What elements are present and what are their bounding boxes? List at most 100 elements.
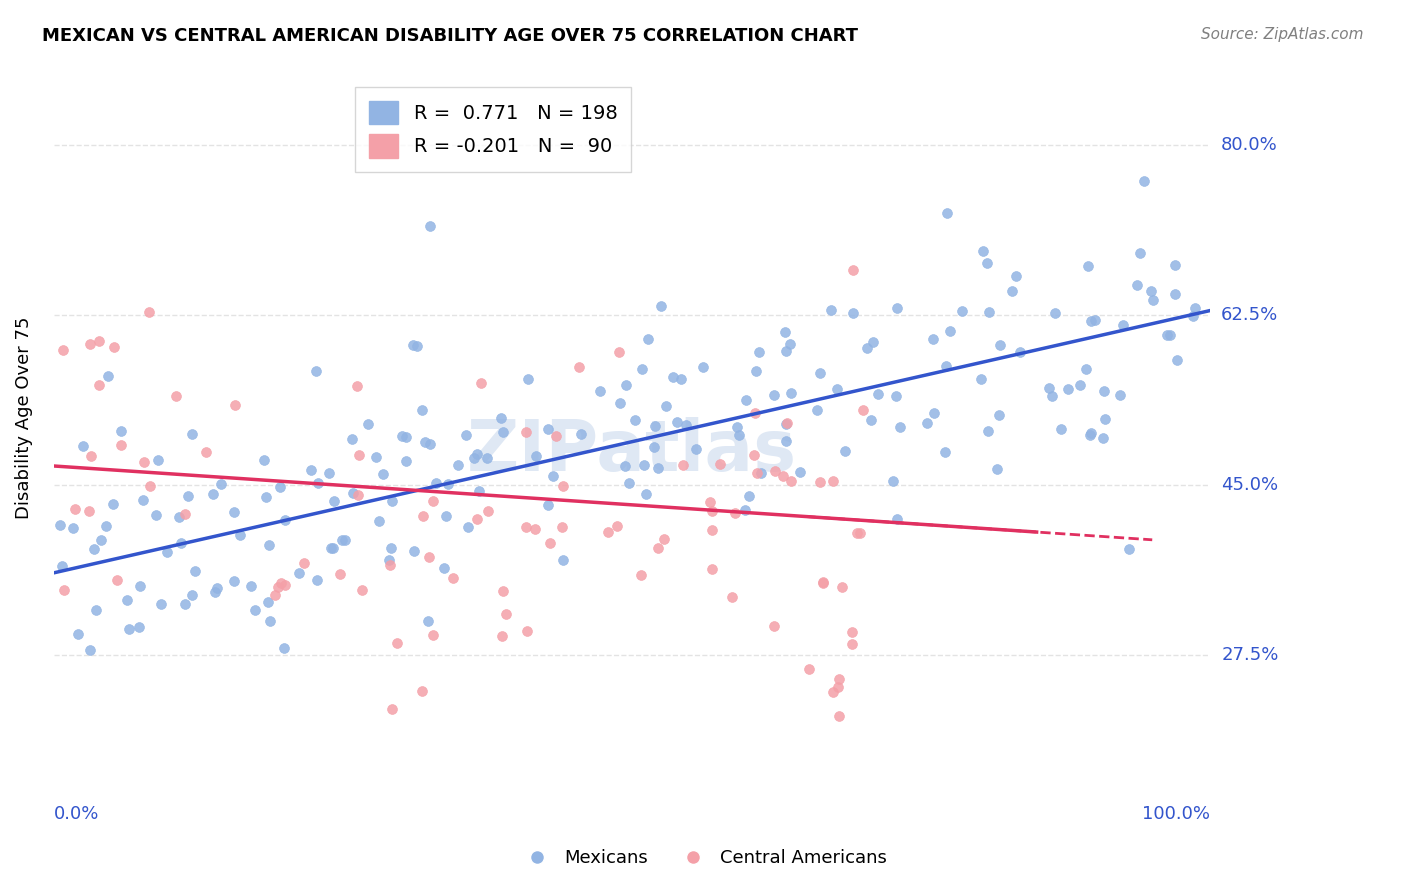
Point bbox=[631, 362, 654, 376]
Point bbox=[322, 494, 344, 508]
Point bbox=[515, 425, 537, 440]
Point bbox=[734, 502, 756, 516]
Point bbox=[748, 344, 770, 359]
Point bbox=[917, 416, 939, 430]
Point bbox=[647, 541, 669, 555]
Point bbox=[970, 371, 993, 385]
Point bbox=[882, 474, 904, 488]
Point bbox=[492, 583, 515, 598]
Point bbox=[685, 442, 707, 456]
Point bbox=[117, 593, 139, 607]
Point bbox=[475, 450, 498, 465]
Point bbox=[744, 406, 766, 420]
Point bbox=[939, 325, 962, 339]
Point bbox=[808, 366, 831, 380]
Point bbox=[491, 629, 513, 643]
Point bbox=[647, 461, 669, 475]
Point bbox=[868, 386, 890, 401]
Point bbox=[274, 578, 297, 592]
Point bbox=[356, 417, 378, 432]
Point bbox=[468, 484, 491, 499]
Point bbox=[811, 576, 834, 591]
Point bbox=[273, 512, 295, 526]
Point bbox=[412, 508, 434, 523]
Point bbox=[772, 469, 794, 483]
Point bbox=[79, 449, 101, 463]
Point bbox=[103, 497, 125, 511]
Point bbox=[1118, 542, 1140, 557]
Point bbox=[465, 512, 488, 526]
Point bbox=[650, 299, 672, 313]
Point bbox=[49, 517, 72, 532]
Point bbox=[589, 384, 612, 398]
Point bbox=[89, 334, 111, 348]
Point bbox=[738, 489, 761, 503]
Point bbox=[749, 466, 772, 480]
Point bbox=[700, 524, 723, 538]
Point bbox=[1140, 284, 1163, 298]
Text: Source: ZipAtlas.com: Source: ZipAtlas.com bbox=[1201, 27, 1364, 42]
Point bbox=[976, 256, 998, 270]
Point bbox=[411, 403, 433, 417]
Point bbox=[259, 538, 281, 552]
Point bbox=[1182, 309, 1205, 323]
Point bbox=[145, 508, 167, 522]
Point bbox=[79, 643, 101, 657]
Point bbox=[884, 388, 907, 402]
Point bbox=[606, 519, 628, 533]
Point bbox=[596, 525, 619, 540]
Text: MEXICAN VS CENTRAL AMERICAN DISABILITY AGE OVER 75 CORRELATION CHART: MEXICAN VS CENTRAL AMERICAN DISABILITY A… bbox=[42, 27, 858, 45]
Point bbox=[105, 573, 128, 587]
Point bbox=[841, 306, 863, 320]
Point bbox=[934, 445, 956, 459]
Point bbox=[1133, 173, 1156, 187]
Point bbox=[775, 417, 797, 431]
Point bbox=[307, 475, 329, 490]
Point bbox=[380, 541, 402, 555]
Point bbox=[434, 508, 457, 523]
Point bbox=[138, 304, 160, 318]
Point bbox=[422, 493, 444, 508]
Point bbox=[828, 672, 851, 686]
Point bbox=[89, 378, 111, 392]
Point bbox=[614, 377, 637, 392]
Point bbox=[318, 467, 340, 481]
Point bbox=[256, 595, 278, 609]
Point bbox=[352, 582, 374, 597]
Point bbox=[378, 558, 401, 572]
Point bbox=[467, 446, 489, 460]
Point bbox=[205, 582, 228, 596]
Point bbox=[264, 588, 287, 602]
Point bbox=[1045, 306, 1067, 320]
Point bbox=[209, 477, 232, 491]
Point bbox=[526, 449, 548, 463]
Point bbox=[1092, 431, 1115, 445]
Point bbox=[204, 584, 226, 599]
Point bbox=[184, 564, 207, 578]
Point bbox=[671, 372, 693, 386]
Point bbox=[402, 338, 425, 352]
Point bbox=[150, 597, 173, 611]
Point bbox=[972, 244, 994, 258]
Point bbox=[1077, 260, 1099, 274]
Point bbox=[66, 626, 89, 640]
Point bbox=[83, 542, 105, 557]
Point bbox=[886, 512, 908, 526]
Point bbox=[644, 419, 666, 434]
Point bbox=[330, 533, 353, 548]
Point bbox=[364, 450, 387, 464]
Point bbox=[924, 406, 946, 420]
Point bbox=[418, 549, 440, 564]
Point bbox=[425, 475, 447, 490]
Point bbox=[1008, 345, 1031, 359]
Point bbox=[745, 466, 768, 480]
Point bbox=[1156, 327, 1178, 342]
Point bbox=[457, 520, 479, 534]
Point bbox=[347, 449, 370, 463]
Point bbox=[254, 490, 277, 504]
Point bbox=[607, 344, 630, 359]
Point bbox=[245, 602, 267, 616]
Legend: Mexicans, Central Americans: Mexicans, Central Americans bbox=[512, 842, 894, 874]
Point bbox=[709, 457, 731, 471]
Point bbox=[367, 514, 389, 528]
